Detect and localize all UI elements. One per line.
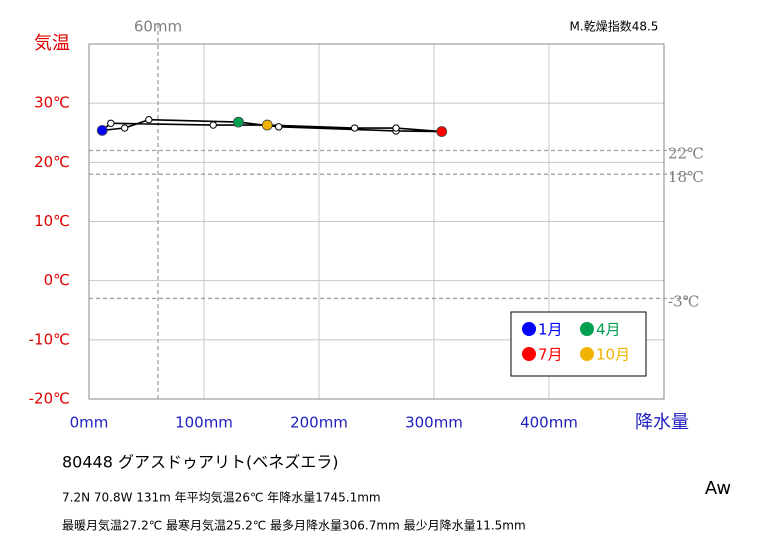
y-axis-label: 気温: [34, 33, 70, 54]
reference-label: 22℃: [668, 145, 704, 163]
legend-marker: [522, 322, 536, 336]
y-tick-label: 0℃: [44, 271, 70, 289]
climate-line: [102, 118, 442, 133]
highlight-point: [233, 116, 244, 128]
month-point: [107, 119, 115, 127]
climate-class: Aw: [705, 478, 731, 499]
legend-box: [510, 311, 647, 377]
y-tick-label: 20℃: [34, 153, 70, 171]
legend-marker: [522, 347, 536, 361]
month-point: [392, 124, 400, 132]
highlight-point: [96, 124, 108, 136]
legend-label: 4月: [596, 321, 621, 339]
x-tick-label: 400mm: [520, 414, 578, 432]
y-tick-label: 10℃: [34, 212, 70, 230]
reference-label: 60mm: [134, 18, 182, 36]
y-tick-label: -10℃: [29, 330, 70, 348]
highlight-point: [436, 126, 448, 137]
info-line: 7.2N 70.8W 131m 年平均気温26℃ 年降水量1745.1mm: [62, 490, 381, 505]
reference-label: 18℃: [668, 168, 704, 186]
info-line: 最暖月気温27.2℃ 最寒月気温25.2℃ 最多月降水量306.7mm 最少月降…: [62, 518, 526, 533]
month-point: [145, 116, 153, 124]
legend-label: 10月: [596, 346, 630, 364]
highlight-point: [261, 119, 273, 131]
plot-frame: [88, 43, 665, 400]
y-tick-label: -20℃: [29, 390, 70, 408]
legend-label: 7月: [538, 346, 563, 364]
legend-marker: [580, 322, 594, 336]
station-name: 80448 グアスドゥアリト(ベネズエラ): [62, 453, 338, 472]
y-tick-label: 30℃: [34, 94, 70, 112]
x-tick-label: 300mm: [405, 414, 463, 432]
x-tick-label: 100mm: [175, 414, 233, 432]
x-axis-label: 降水量: [635, 412, 689, 433]
reference-label: -3℃: [668, 292, 699, 310]
legend-label: 1月: [538, 321, 563, 339]
month-point: [275, 123, 283, 131]
legend-marker: [580, 347, 594, 361]
month-point: [209, 121, 217, 129]
dryness-index: M.乾燥指数48.5: [570, 19, 659, 34]
month-point: [350, 124, 359, 132]
x-tick-label: 200mm: [290, 414, 348, 432]
x-tick-label: 0mm: [70, 414, 109, 432]
month-point: [120, 124, 129, 132]
